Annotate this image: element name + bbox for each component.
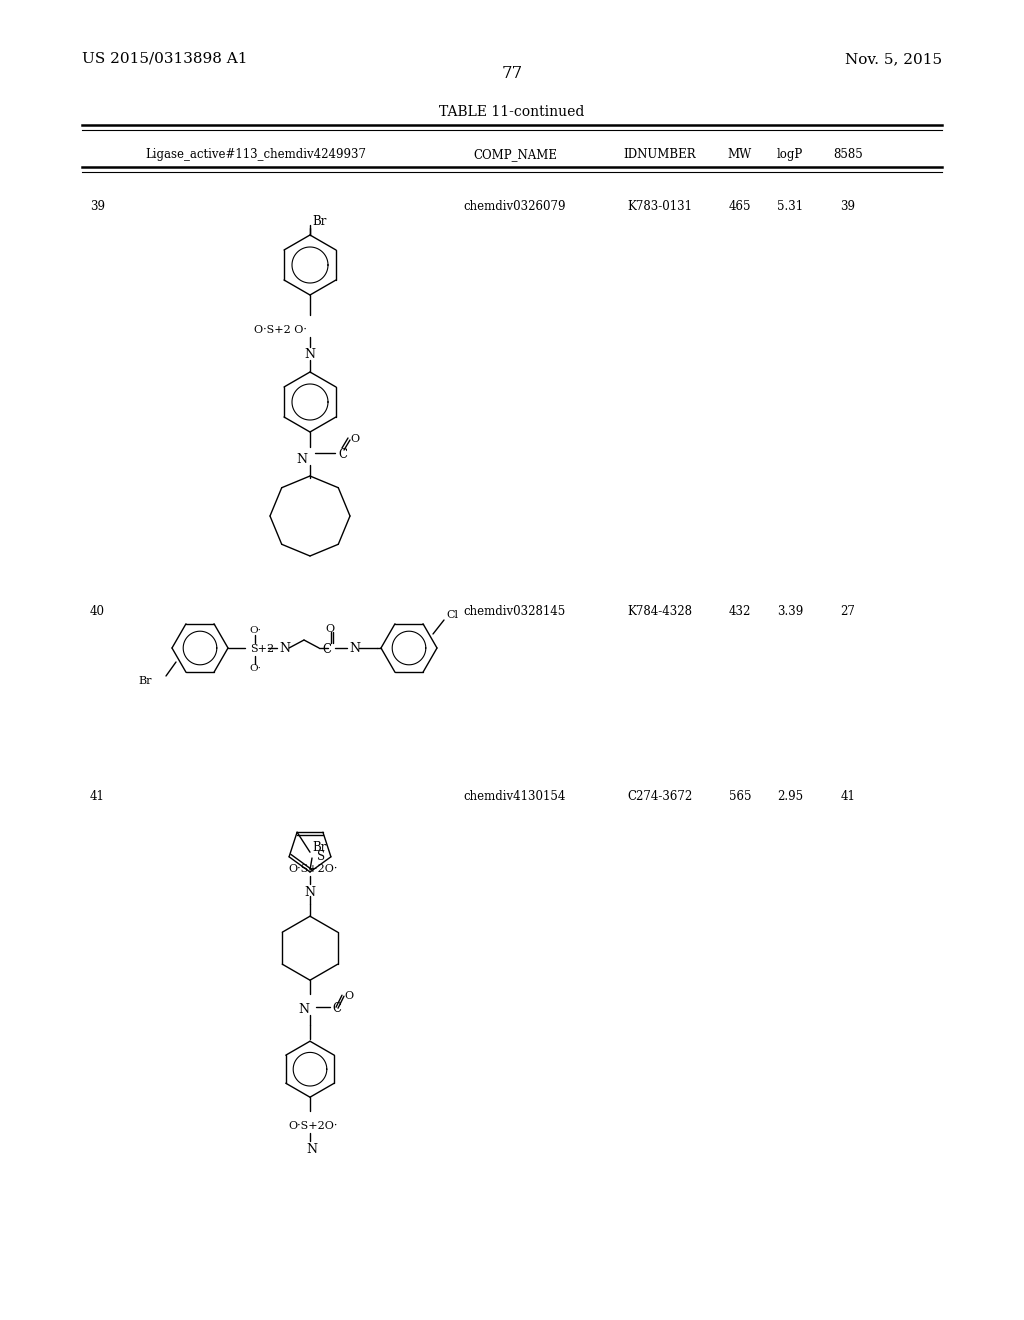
Text: 2.95: 2.95 bbox=[777, 789, 803, 803]
Text: US 2015/0313898 A1: US 2015/0313898 A1 bbox=[82, 51, 248, 66]
Text: O·S+2O·: O·S+2O· bbox=[288, 865, 337, 874]
Text: 39: 39 bbox=[841, 201, 855, 213]
Text: O·: O· bbox=[249, 664, 261, 673]
Text: 3.39: 3.39 bbox=[777, 605, 803, 618]
Text: O·S+2 O·: O·S+2 O· bbox=[254, 325, 306, 335]
Text: S: S bbox=[316, 850, 325, 863]
Text: N: N bbox=[279, 642, 290, 655]
Text: O·: O· bbox=[249, 626, 261, 635]
Text: O: O bbox=[344, 991, 353, 1001]
Text: COMP_NAME: COMP_NAME bbox=[473, 148, 557, 161]
Text: S+2: S+2 bbox=[250, 644, 274, 653]
Text: Br: Br bbox=[138, 676, 152, 686]
Text: C: C bbox=[338, 447, 347, 461]
Text: 41: 41 bbox=[841, 789, 855, 803]
Text: O: O bbox=[325, 624, 334, 634]
Text: Br: Br bbox=[312, 215, 327, 228]
Text: 40: 40 bbox=[90, 605, 105, 618]
Text: Ligase_active#113_chemdiv4249937: Ligase_active#113_chemdiv4249937 bbox=[145, 148, 366, 161]
Text: MW: MW bbox=[728, 148, 752, 161]
Text: 27: 27 bbox=[841, 605, 855, 618]
Text: IDNUMBER: IDNUMBER bbox=[624, 148, 696, 161]
Text: O·S+2O·: O·S+2O· bbox=[288, 1121, 337, 1131]
Text: 465: 465 bbox=[729, 201, 752, 213]
Text: Cl: Cl bbox=[446, 610, 458, 620]
Text: N: N bbox=[349, 642, 360, 655]
Text: K784-4328: K784-4328 bbox=[628, 605, 692, 618]
Text: 432: 432 bbox=[729, 605, 752, 618]
Text: 77: 77 bbox=[502, 65, 522, 82]
Text: C: C bbox=[323, 643, 332, 656]
Text: N: N bbox=[299, 1003, 309, 1016]
Text: O: O bbox=[350, 434, 359, 444]
Text: N: N bbox=[304, 886, 315, 899]
Text: N: N bbox=[297, 453, 307, 466]
Text: Nov. 5, 2015: Nov. 5, 2015 bbox=[845, 51, 942, 66]
Text: 8585: 8585 bbox=[834, 148, 863, 161]
Text: chemdiv4130154: chemdiv4130154 bbox=[464, 789, 566, 803]
Text: chemdiv0326079: chemdiv0326079 bbox=[464, 201, 566, 213]
Text: 41: 41 bbox=[90, 789, 104, 803]
Text: N: N bbox=[306, 1143, 317, 1156]
Text: C: C bbox=[332, 1002, 341, 1015]
Text: C274-3672: C274-3672 bbox=[628, 789, 692, 803]
Text: N: N bbox=[304, 348, 315, 360]
Text: 39: 39 bbox=[90, 201, 105, 213]
Text: 5.31: 5.31 bbox=[777, 201, 803, 213]
Text: Br: Br bbox=[312, 841, 327, 854]
Text: 565: 565 bbox=[729, 789, 752, 803]
Text: K783-0131: K783-0131 bbox=[628, 201, 692, 213]
Text: chemdiv0328145: chemdiv0328145 bbox=[464, 605, 566, 618]
Text: TABLE 11-continued: TABLE 11-continued bbox=[439, 106, 585, 119]
Text: logP: logP bbox=[777, 148, 803, 161]
